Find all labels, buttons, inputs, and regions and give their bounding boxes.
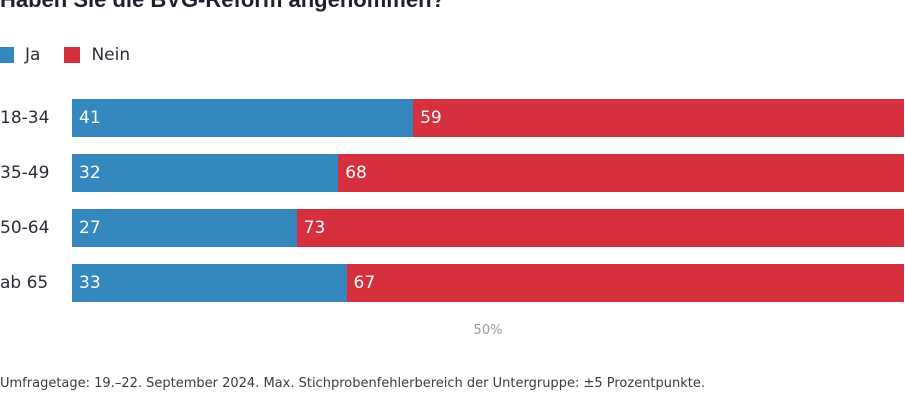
category-label: 18-34 — [0, 108, 50, 128]
legend-label-ja: Ja — [25, 45, 41, 65]
data-label-nein: 68 — [345, 163, 367, 183]
data-label-ja: 27 — [79, 218, 101, 238]
bar-ja — [72, 99, 414, 137]
bar-nein — [346, 264, 904, 302]
x-tick-label: 50% — [473, 323, 503, 338]
data-label-nein: 59 — [420, 108, 442, 128]
legend-label-nein: Nein — [91, 45, 131, 65]
legend-swatch-ja — [0, 47, 14, 63]
bar-ja — [72, 209, 297, 247]
chart-title: Haben Sie die BVG-Reform angenommen? — [0, 0, 445, 13]
legend-item-ja: Ja — [0, 45, 40, 65]
data-label-nein: 67 — [353, 273, 376, 293]
bar-ja — [72, 264, 347, 302]
data-label-ja: 32 — [79, 163, 101, 183]
bar-nein — [413, 99, 904, 137]
bar-ja — [72, 154, 339, 192]
bar-nein — [338, 154, 904, 192]
footnote: Umfragetage: 19.–22. September 2024. Max… — [0, 376, 706, 391]
bar-nein — [296, 209, 904, 247]
category-label: 50-64 — [0, 218, 50, 238]
category-label: ab 65 — [0, 273, 49, 293]
category-label: 35-49 — [0, 163, 50, 183]
data-label-ja: 41 — [79, 108, 101, 128]
legend-swatch-nein — [64, 47, 81, 63]
legend-item-nein: Nein — [64, 45, 130, 65]
legend: Ja Nein — [0, 44, 154, 66]
data-label-ja: 33 — [79, 273, 101, 293]
data-label-nein: 73 — [303, 218, 326, 238]
